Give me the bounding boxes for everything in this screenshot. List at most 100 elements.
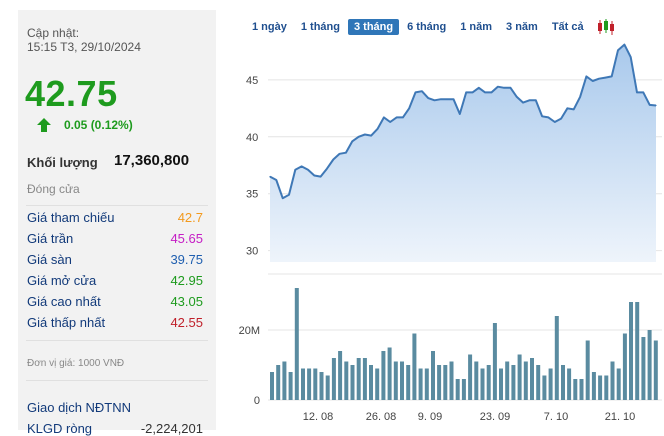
volume-bar: [331, 358, 336, 400]
price-point: [604, 76, 606, 79]
tab-1-month[interactable]: 1 tháng: [300, 21, 340, 33]
price-chart: 30 35 40 45: [246, 43, 662, 262]
volume-bar: [443, 365, 448, 400]
volume-bar: [561, 365, 565, 400]
price-point: [585, 75, 587, 78]
volume-bar: [554, 316, 559, 400]
volume-bar: [449, 361, 454, 400]
tab-all[interactable]: Tất cả: [551, 21, 584, 33]
foreign-net-label: KLGD ròng: [27, 421, 93, 436]
price-point: [414, 91, 417, 93]
volume-bar: [362, 358, 367, 400]
volume-bar: [393, 361, 398, 400]
volume-bar: [635, 302, 640, 400]
volume-bar: [319, 372, 324, 400]
price-point: [522, 102, 524, 104]
volume-bar: [344, 361, 349, 400]
price-point: [357, 136, 360, 138]
price-point: [503, 87, 505, 89]
tab-6-months[interactable]: 6 tháng: [407, 21, 447, 33]
price-point: [617, 49, 619, 51]
price-point: [345, 152, 347, 154]
price-point: [509, 87, 512, 89]
price-point: [402, 116, 404, 119]
price-point: [649, 104, 651, 106]
price-change-row: 0.05 (0.12%): [36, 117, 133, 133]
price-point: [573, 108, 575, 111]
foreign-net-value: -2,224,201: [140, 421, 203, 436]
divider: [26, 205, 208, 206]
volume-bar: [629, 302, 633, 400]
price-point: [566, 107, 569, 109]
volume-bar: [523, 361, 528, 400]
volume-bar: [585, 340, 590, 400]
price-point: [497, 86, 499, 88]
volume-bar: [400, 361, 404, 400]
volume-bar: [276, 365, 281, 400]
volume-bar: [517, 354, 522, 400]
volume-bar: [461, 379, 466, 400]
x-tick-label: 7. 10: [544, 411, 568, 423]
price-point: [611, 75, 613, 78]
x-tick-label: 12. 08: [303, 411, 334, 423]
volume-bar: [356, 358, 361, 400]
volume-bar: [412, 333, 417, 400]
volume-bar: [424, 368, 429, 400]
volume-bar: [653, 340, 658, 400]
volume-bar: [542, 375, 547, 400]
stat-row-floor: Giá sàn 39.75: [27, 252, 203, 270]
volume-bar: [338, 351, 343, 400]
x-tick-label: 9. 09: [418, 411, 442, 423]
volume-label: Khối lượng: [27, 155, 98, 170]
price-point: [484, 91, 486, 93]
price-point: [294, 169, 296, 171]
stat-value: 42.7: [177, 210, 203, 225]
volume-bar: [387, 347, 392, 400]
price-point: [307, 169, 309, 171]
price-point: [560, 117, 562, 120]
volume-bar: [548, 368, 553, 400]
volume-bar: [270, 372, 274, 400]
price-point: [642, 91, 644, 93]
volume-bar: [474, 361, 479, 400]
stat-value: 39.75: [170, 252, 203, 267]
price-point: [655, 104, 657, 107]
stat-value: 42.95: [170, 273, 203, 288]
volume-bar: [511, 365, 516, 400]
stat-label: Giá thấp nhất: [27, 315, 106, 330]
current-price: 42.75: [25, 73, 118, 114]
stat-value: 43.05: [170, 294, 203, 309]
price-y-tick: 40: [246, 132, 258, 144]
volume-bar: [573, 379, 578, 400]
price-point: [313, 174, 315, 177]
volume-bar: [350, 365, 355, 400]
closing-label: Đóng cửa: [27, 182, 80, 196]
price-y-tick: 30: [246, 246, 258, 258]
stat-value: 45.65: [170, 231, 203, 246]
stat-row-high: Giá cao nhất 43.05: [27, 294, 203, 312]
divider: [26, 380, 208, 381]
price-point: [465, 91, 467, 93]
tab-1-day[interactable]: 1 ngày: [252, 21, 287, 33]
price-point: [383, 116, 385, 119]
volume-bar: [301, 368, 305, 400]
volume-bar: [307, 368, 312, 400]
up-arrow-icon: [37, 118, 51, 132]
volume-bar: [369, 365, 373, 400]
volume-bar: [567, 368, 572, 400]
tab-3-years[interactable]: 3 năm: [506, 21, 538, 33]
stat-label: Giá tham chiếu: [27, 210, 115, 225]
volume-y-tick: 20M: [239, 325, 260, 337]
price-point: [547, 116, 550, 119]
range-tabs: 1 ngày 1 tháng 3 tháng 6 tháng 1 năm 3 n…: [246, 18, 616, 36]
price-point: [554, 121, 556, 123]
candlestick-icon[interactable]: [596, 18, 616, 36]
tab-1-year[interactable]: 1 năm: [460, 21, 493, 33]
price-point: [598, 78, 600, 80]
x-tick-label: 23. 09: [480, 411, 511, 423]
x-tick-label: 21. 10: [605, 411, 636, 423]
stat-label: Giá sàn: [27, 252, 72, 267]
foreign-trading-title: Giao dịch NĐTNN: [27, 400, 132, 415]
price-area: [270, 44, 656, 262]
tab-3-months[interactable]: 3 tháng: [347, 19, 400, 35]
